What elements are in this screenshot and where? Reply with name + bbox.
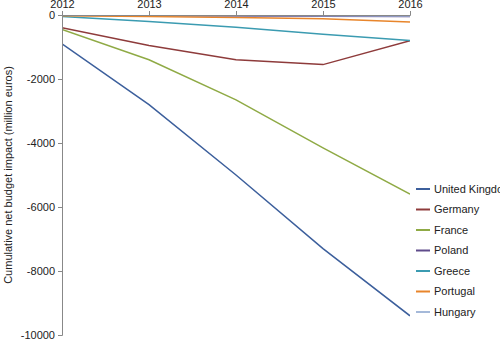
y-tick-label: 0 — [49, 9, 55, 21]
legend-entry: France — [416, 224, 468, 236]
y-tick: -4000 — [27, 137, 62, 149]
legend-swatch — [416, 209, 430, 211]
chart: 201220132014201520160-2000-4000-6000-800… — [0, 0, 500, 344]
x-tick-label: 2015 — [311, 0, 335, 10]
y-axis-line — [58, 16, 63, 336]
legend-entry: United Kingdom — [416, 183, 500, 195]
y-tick-mark — [58, 271, 62, 272]
y-tick-mark — [58, 79, 62, 80]
legend-entry: Portugal — [416, 285, 475, 297]
x-tick: 2015 — [311, 0, 335, 15]
y-tick-label: -4000 — [27, 137, 55, 149]
x-tick-mark — [62, 11, 63, 15]
y-axis: 0 -2000 -4000 -6000 -8000 -10000 — [21, 9, 63, 341]
x-axis-line — [63, 11, 411, 16]
y-axis-title: Cumulative net budget impact (million eu… — [2, 66, 14, 284]
legend: United Kingdom Germany France Poland Greece P… — [416, 183, 500, 318]
legend-entry: Greece — [416, 265, 470, 277]
y-tick-label: -8000 — [27, 265, 55, 277]
plot: 201220132014201520160-2000-4000-6000-800… — [21, 0, 423, 341]
legend-entry: Poland — [416, 244, 468, 256]
legend-swatch — [416, 311, 430, 313]
legend-entry: Hungary — [416, 306, 476, 318]
x-tick-mark — [149, 11, 150, 15]
x-tick-label: 2013 — [137, 0, 161, 10]
y-tick-label: -2000 — [27, 73, 55, 85]
legend-label: France — [434, 224, 468, 236]
legend-swatch — [416, 291, 430, 293]
y-tick: -8000 — [27, 265, 62, 277]
y-tick: -2000 — [27, 73, 62, 85]
y-tick: -6000 — [27, 201, 62, 213]
series-line — [62, 16, 410, 22]
lines — [62, 15, 410, 316]
legend-label: Portugal — [434, 285, 475, 297]
legend-swatch — [416, 229, 430, 231]
x-tick: 2016 — [398, 0, 422, 15]
x-tick: 2013 — [137, 0, 161, 15]
y-tick: -10000 — [21, 329, 62, 341]
legend-label: Germany — [434, 203, 480, 215]
legend-label: Poland — [434, 244, 468, 256]
x-tick-mark — [236, 11, 237, 15]
legend-swatch — [416, 188, 430, 190]
series-line — [62, 29, 410, 194]
y-tick: 0 — [49, 9, 62, 21]
x-tick-label: 2014 — [224, 0, 248, 10]
y-tick-label: -6000 — [27, 201, 55, 213]
y-tick-mark — [58, 207, 62, 208]
legend-label: Greece — [434, 265, 470, 277]
x-tick-label: 2016 — [398, 0, 422, 10]
series-line — [62, 28, 410, 65]
legend-entry: Germany — [416, 203, 480, 215]
x-tick: 2014 — [224, 0, 248, 15]
x-axis: 20122013201420152016 — [50, 0, 422, 16]
legend-swatch — [416, 270, 430, 272]
y-tick-mark — [58, 335, 62, 336]
y-tick-mark — [58, 143, 62, 144]
legend-swatch — [416, 250, 430, 252]
y-tick-label: -10000 — [21, 329, 55, 341]
x-tick-mark — [323, 11, 324, 15]
legend-label: Hungary — [434, 306, 476, 318]
legend-label: United Kingdom — [434, 183, 500, 195]
series-line — [62, 17, 410, 41]
y-tick-mark — [58, 15, 62, 16]
series-line — [62, 44, 410, 316]
x-tick-mark — [410, 11, 411, 15]
